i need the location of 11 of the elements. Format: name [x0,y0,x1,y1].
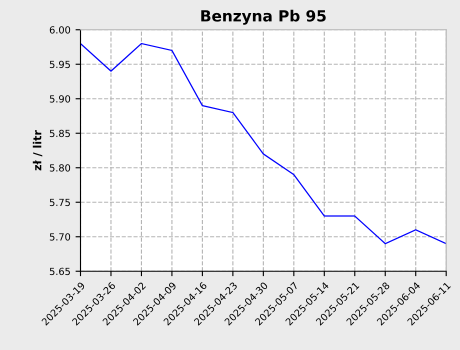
y-tick-label: 5.85 [50,130,70,138]
y-tick-label: 5.65 [50,268,70,276]
y-tick-label: 5.70 [50,233,70,241]
y-tick-label: 6.00 [50,26,70,34]
y-tick-label: 5.80 [50,164,70,172]
line-series [80,42,446,244]
y-axis-title: zł / litr [32,130,42,170]
y-tick-label: 5.95 [50,60,70,68]
y-tick-label: 5.75 [50,198,70,206]
chart-title: Benzyna Pb 95 [201,10,326,25]
y-tick-label: 5.90 [50,95,70,103]
